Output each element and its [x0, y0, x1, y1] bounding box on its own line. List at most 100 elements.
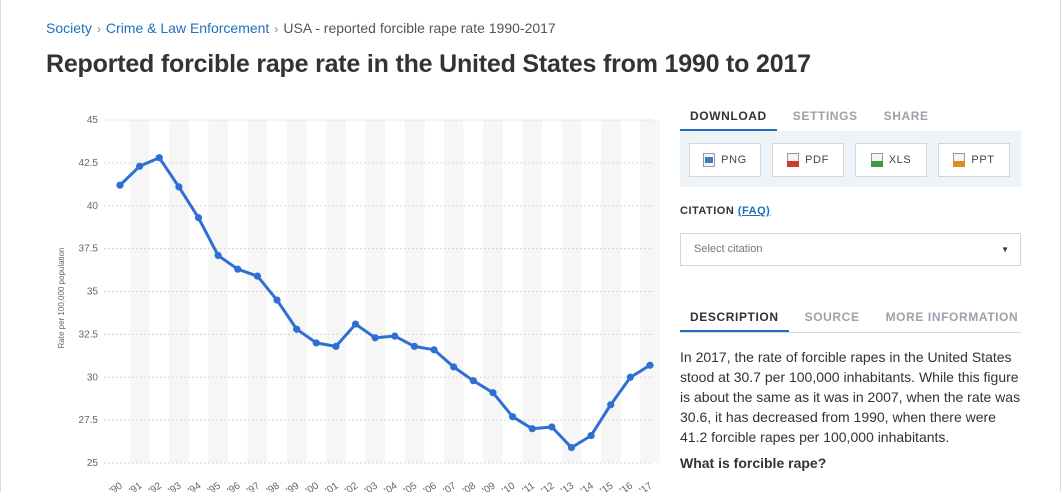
x-tick-label: '03 [363, 480, 380, 492]
data-point[interactable] [332, 342, 340, 350]
data-point[interactable] [626, 373, 634, 381]
citation-heading: CITATION (FAQ) [680, 205, 770, 217]
x-tick-label: '01 [324, 480, 341, 492]
breadcrumb-current: USA - reported forcible rape rate 1990-2… [283, 20, 556, 36]
data-point[interactable] [607, 401, 615, 409]
x-tick-label: '91 [127, 480, 144, 492]
data-point[interactable] [253, 272, 262, 280]
tab-more-information[interactable]: MORE INFORMATION [885, 310, 1019, 324]
tab-download[interactable]: DOWNLOAD [680, 102, 777, 131]
download-buttons-box: PNG PDF XLS PPT [680, 131, 1021, 187]
x-tick-label: '05 [402, 480, 419, 492]
download-tabs: DOWNLOAD SETTINGS SHARE [680, 102, 1021, 132]
download-ppt-button[interactable]: PPT [938, 143, 1010, 177]
x-axis-tick-labels: '90'91'92'93'94'95'96'97'98'99'00'01'02 '… [108, 480, 655, 492]
download-png-label: PNG [721, 154, 747, 166]
data-point[interactable] [391, 332, 399, 340]
citation-select[interactable]: Select citation ▼ [680, 233, 1021, 266]
x-tick-label: '08 [461, 480, 478, 492]
breadcrumb-separator-icon: › [274, 22, 279, 36]
y-tick-label: 40 [87, 201, 99, 212]
citation-faq-link[interactable]: (FAQ) [737, 205, 771, 217]
data-point[interactable] [116, 181, 124, 189]
data-point[interactable] [508, 413, 517, 421]
x-tick-label: '96 [226, 480, 243, 492]
data-point[interactable] [646, 361, 654, 369]
download-xls-button[interactable]: XLS [855, 143, 927, 177]
x-tick-label: '17 [638, 480, 655, 492]
data-point[interactable] [587, 431, 595, 440]
breadcrumb-separator-icon: › [96, 22, 101, 36]
x-tick-label: '90 [108, 480, 125, 492]
data-point[interactable] [155, 154, 163, 162]
data-point[interactable] [567, 443, 576, 452]
tab-settings[interactable]: SETTINGS [792, 109, 858, 123]
x-tick-label: '16 [618, 480, 635, 492]
x-tick-label: '93 [167, 480, 184, 492]
data-point[interactable] [312, 339, 320, 347]
download-pdf-button[interactable]: PDF [772, 143, 844, 177]
series-line [118, 156, 651, 450]
description-subheading: What is forcible rape? [680, 455, 827, 471]
data-point[interactable] [371, 334, 379, 342]
data-point[interactable] [273, 296, 281, 304]
tab-description[interactable]: DESCRIPTION [680, 303, 789, 332]
data-point[interactable] [469, 377, 477, 385]
data-point[interactable] [528, 425, 536, 433]
download-pdf-label: PDF [805, 154, 829, 166]
data-point[interactable] [351, 320, 360, 328]
y-tick-label: 42.5 [79, 158, 99, 169]
data-point[interactable] [234, 265, 242, 273]
data-point[interactable] [293, 325, 301, 333]
tab-share[interactable]: SHARE [883, 109, 929, 123]
pdf-file-icon [787, 153, 800, 167]
y-tick-label: 27.5 [79, 415, 99, 426]
x-tick-label: '09 [481, 480, 498, 492]
info-tabs: DESCRIPTION SOURCE MORE INFORMATION [680, 303, 1021, 333]
x-tick-label: '97 [245, 480, 262, 492]
x-tick-label: '98 [265, 480, 282, 492]
x-tick-label: '11 [521, 480, 538, 492]
y-tick-label: 30 [87, 372, 99, 383]
x-tick-label: '02 [343, 480, 360, 492]
data-point[interactable] [194, 214, 203, 222]
data-point[interactable] [136, 162, 144, 170]
data-point[interactable] [410, 342, 419, 350]
frame-left-border [0, 0, 1, 492]
data-point[interactable] [450, 363, 458, 371]
png-file-icon [703, 153, 716, 167]
xls-file-icon [870, 153, 883, 167]
data-point[interactable] [214, 251, 222, 260]
x-tick-label: '07 [441, 480, 458, 492]
download-png-button[interactable]: PNG [689, 143, 761, 177]
citation-label: CITATION [680, 205, 735, 217]
series-points [116, 154, 654, 452]
citation-select-value: Select citation [694, 243, 763, 255]
x-tick-label: '06 [422, 480, 439, 492]
chevron-down-icon: ▼ [1001, 245, 1009, 254]
breadcrumb-link-crime-law[interactable]: Crime & Law Enforcement [105, 20, 270, 36]
ppt-file-icon [953, 153, 966, 167]
y-axis-tick-labels: 45 42.5 40 37.5 35 32.5 30 27.5 25 [79, 115, 99, 469]
x-tick-label: '12 [540, 480, 557, 492]
data-point[interactable] [175, 183, 183, 191]
x-tick-label: '14 [579, 480, 596, 492]
x-tick-label: '10 [500, 480, 517, 492]
y-tick-label: 35 [87, 287, 99, 298]
y-tick-label: 45 [87, 115, 99, 126]
data-point[interactable] [489, 389, 497, 397]
x-tick-label: '95 [206, 480, 223, 492]
x-tick-label: '94 [186, 480, 203, 492]
y-tick-label: 37.5 [79, 244, 99, 255]
data-point[interactable] [430, 346, 438, 354]
breadcrumb-link-society[interactable]: Society [46, 20, 92, 36]
data-point[interactable] [548, 423, 556, 431]
tab-source[interactable]: SOURCE [804, 310, 860, 324]
x-tick-label: '99 [284, 480, 301, 492]
x-tick-label: '00 [304, 480, 321, 492]
x-tick-label: '92 [147, 480, 164, 492]
y-tick-label: 32.5 [79, 329, 99, 340]
download-ppt-label: PPT [971, 154, 995, 166]
description-text: In 2017, the rate of forcible rapes in t… [680, 349, 1021, 445]
